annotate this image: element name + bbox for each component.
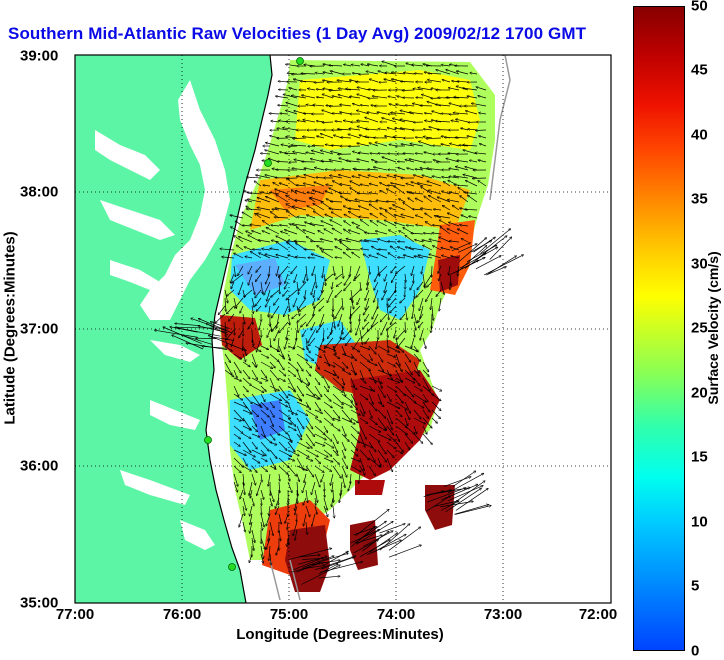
velocity-arrow — [472, 178, 486, 179]
colorbar-tick: 5 — [691, 578, 699, 595]
velocity-arrow — [278, 81, 288, 82]
velocity-arrow — [480, 229, 510, 254]
velocity-arrow — [286, 122, 297, 123]
velocity-arrow — [405, 322, 406, 333]
station-marker — [297, 58, 304, 65]
velocity-arrow — [247, 177, 261, 178]
x-tick-label: 75:00 — [270, 606, 308, 623]
station-marker — [265, 160, 272, 167]
velocity-arrow — [261, 498, 262, 506]
colorbar-tick: 35 — [691, 191, 708, 208]
colorbar-label: Surface Velocity (cm/s) — [705, 251, 721, 404]
velocity-arrow — [322, 122, 333, 123]
velocity-arrow — [269, 113, 279, 114]
velocity-arrow — [488, 256, 516, 274]
velocity-arrow — [313, 146, 325, 147]
velocity-arrow — [484, 255, 523, 275]
x-tick-label: 76:00 — [163, 606, 201, 623]
station-marker — [205, 437, 212, 444]
velocity-arrow — [388, 242, 397, 243]
colorbar-tick: 0 — [691, 643, 699, 660]
y-tick-label: 37:00 — [20, 321, 58, 338]
y-axis-label: Latitude (Degrees:Minutes) — [2, 231, 19, 424]
station-marker — [229, 564, 236, 571]
velocity-arrow — [325, 170, 333, 171]
x-tick-label: 73:00 — [484, 606, 522, 623]
y-tick-label: 36:00 — [20, 458, 58, 475]
x-tick-label: 72:00 — [579, 606, 617, 623]
velocity-arrow — [277, 162, 288, 163]
velocity-arrow — [420, 106, 432, 107]
x-tick-label: 77:00 — [56, 606, 94, 623]
colorbar-tick: 15 — [691, 449, 708, 466]
velocity-arrow — [475, 130, 486, 131]
x-axis-label: Longitude (Degrees:Minutes) — [236, 626, 444, 643]
velocity-arrow — [414, 74, 423, 75]
velocity-arrow — [402, 90, 414, 91]
velocity-arrow — [297, 490, 298, 504]
velocity-arrow — [423, 434, 432, 444]
colorbar-tick: 10 — [691, 514, 708, 531]
y-tick-label: 38:00 — [20, 184, 58, 201]
colorbar-tick: 50 — [691, 0, 708, 15]
velocity-arrow — [444, 477, 471, 487]
colorbar-tick: 45 — [691, 62, 708, 79]
velocity-arrow — [333, 506, 334, 518]
y-tick-label: 39:00 — [20, 48, 58, 65]
x-tick-label: 74:00 — [377, 606, 415, 623]
colorbar-tick: 40 — [691, 127, 708, 144]
velocity-arrow — [454, 505, 488, 515]
colorbar — [633, 6, 685, 651]
velocity-arrow — [314, 82, 324, 83]
y-tick-label: 35:00 — [20, 595, 58, 612]
velocity-arrow — [398, 242, 405, 243]
velocity-arrow — [432, 418, 437, 423]
velocity-arrow — [416, 98, 423, 99]
velocity-arrow — [432, 266, 433, 277]
